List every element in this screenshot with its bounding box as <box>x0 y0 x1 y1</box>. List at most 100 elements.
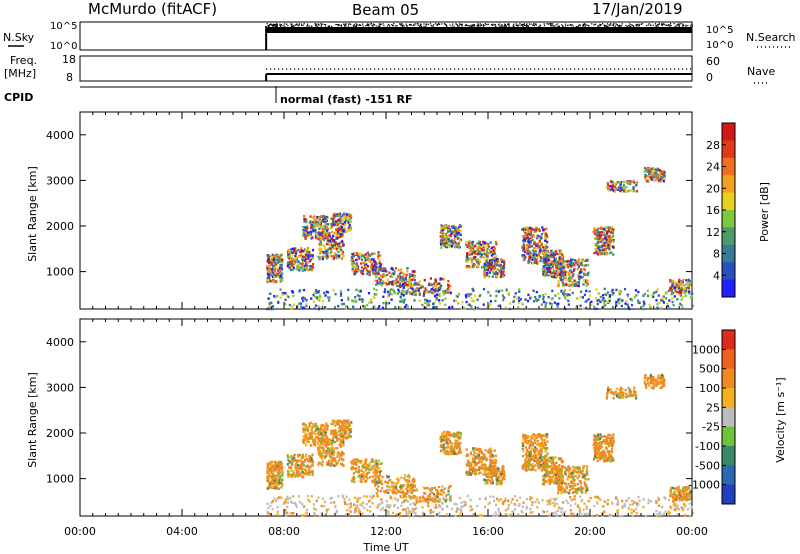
data-point <box>560 253 564 256</box>
data-point <box>600 252 603 255</box>
data-point <box>396 499 399 503</box>
data-point <box>340 240 343 243</box>
data-point <box>387 491 390 494</box>
data-point <box>429 508 432 512</box>
data-point <box>369 476 372 479</box>
data-point <box>307 234 311 237</box>
data-point <box>288 266 291 269</box>
data-point <box>658 514 661 518</box>
data-point <box>330 432 333 435</box>
data-point <box>409 282 413 286</box>
data-point <box>333 246 336 249</box>
data-point <box>339 456 342 460</box>
data-point <box>454 229 457 233</box>
data-point <box>467 303 470 307</box>
data-point <box>667 510 670 513</box>
nsearch-point <box>446 25 448 27</box>
nsearch-point <box>561 24 563 26</box>
data-point <box>363 507 366 510</box>
data-point <box>276 275 279 278</box>
data-point <box>544 292 547 296</box>
data-point <box>439 278 442 281</box>
data-point <box>318 216 321 220</box>
data-point <box>358 298 361 301</box>
data-point <box>325 510 329 513</box>
data-point <box>675 503 678 506</box>
nsearch-point <box>353 25 355 28</box>
data-point <box>327 236 330 239</box>
data-point <box>619 183 622 186</box>
data-point <box>405 273 408 277</box>
data-point <box>678 278 681 281</box>
nsearch-point <box>641 23 643 25</box>
nsearch-point <box>571 24 573 26</box>
data-point <box>498 264 501 267</box>
data-point <box>335 435 338 439</box>
data-point <box>372 460 375 463</box>
data-point <box>343 419 346 422</box>
nsearch-point <box>284 25 286 27</box>
data-point <box>474 259 478 262</box>
data-point <box>376 257 379 260</box>
data-point <box>308 435 311 438</box>
data-point <box>322 437 325 440</box>
data-point <box>523 249 526 252</box>
data-point <box>284 302 287 306</box>
nsearch-point <box>665 24 667 26</box>
data-point <box>470 244 473 248</box>
data-point <box>326 239 329 242</box>
data-point <box>356 497 359 500</box>
data-point <box>609 184 612 188</box>
data-point <box>629 182 632 186</box>
data-point <box>314 423 317 427</box>
data-point <box>302 230 305 234</box>
nsearch-point <box>298 23 300 25</box>
data-point <box>537 244 540 248</box>
data-point <box>449 235 452 238</box>
data-point <box>549 273 552 276</box>
data-point <box>340 462 343 465</box>
data-point <box>401 289 404 292</box>
data-point <box>348 225 351 229</box>
data-point <box>500 258 503 261</box>
data-point <box>341 495 344 499</box>
data-point <box>562 263 565 267</box>
nsearch-point <box>614 25 616 27</box>
data-point <box>359 252 362 255</box>
data-point <box>549 502 552 506</box>
data-point <box>681 291 684 294</box>
data-point <box>337 234 340 237</box>
data-point <box>310 435 313 438</box>
data-point <box>391 268 394 271</box>
data-point <box>324 432 327 436</box>
data-point <box>335 511 338 514</box>
data-point <box>522 240 525 243</box>
nsearch-point <box>656 24 658 26</box>
data-point <box>340 219 344 222</box>
data-point <box>394 267 397 270</box>
data-point <box>531 228 534 231</box>
data-point <box>594 231 597 234</box>
data-point <box>378 467 381 470</box>
nsearch-point <box>606 23 608 25</box>
nsearch-point <box>626 25 628 28</box>
data-point <box>357 470 360 474</box>
data-point <box>560 290 563 293</box>
nsearch-point <box>593 24 595 26</box>
data-point <box>539 259 542 263</box>
nsearch-point <box>621 25 623 27</box>
data-point <box>351 299 354 302</box>
data-point <box>545 234 548 237</box>
data-point <box>486 271 489 275</box>
data-point <box>600 226 603 229</box>
data-point <box>266 254 269 257</box>
data-point <box>527 241 530 244</box>
data-point <box>427 303 430 306</box>
data-point <box>315 499 318 502</box>
y-tick-label: 3000 <box>46 174 74 187</box>
nsearch-point <box>635 24 638 26</box>
data-point <box>668 512 671 515</box>
data-point <box>308 422 311 425</box>
data-point <box>303 220 306 223</box>
data-point <box>348 422 351 425</box>
